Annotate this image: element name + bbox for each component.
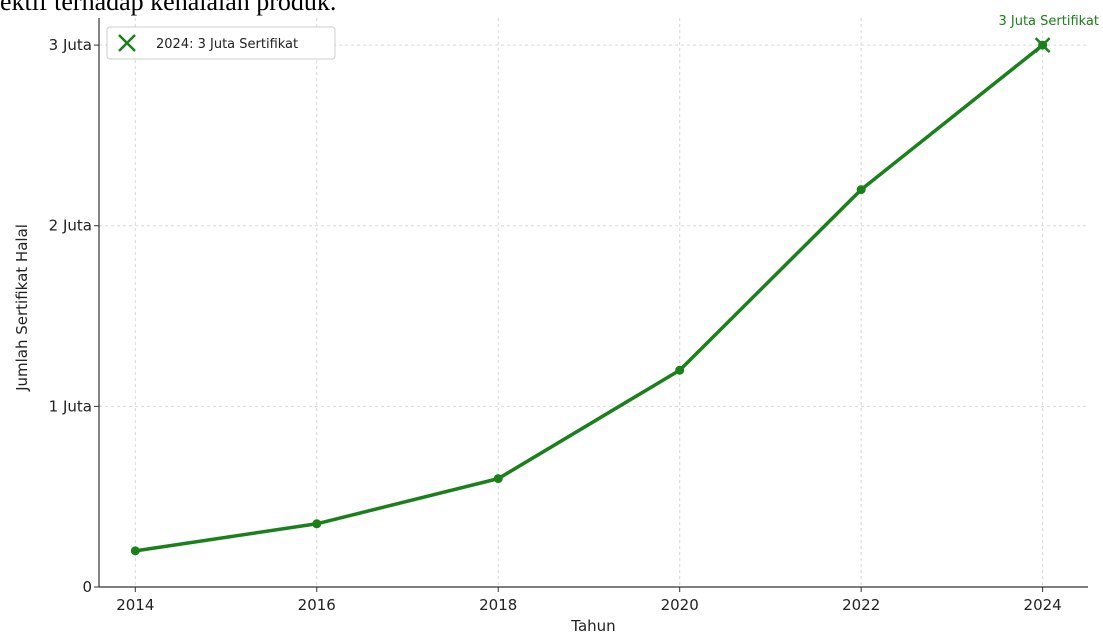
legend-label: 2024: 3 Juta Sertifikat (156, 37, 298, 52)
x-tick-label: 2016 (298, 596, 336, 614)
highlight-annotation: 3 Juta Sertifikat (998, 14, 1099, 29)
x-tick-label: 2020 (661, 596, 699, 614)
body-text-fragment: ektif terhadap kehalalan produk. (0, 0, 337, 16)
x-tick-label: 2014 (116, 596, 154, 614)
y-tick-label: 0 (82, 578, 92, 596)
data-point (856, 185, 866, 195)
data-point (312, 519, 322, 529)
legend: 2024: 3 Juta Sertifikat (106, 26, 336, 60)
x-tick-label: 2024 (1024, 596, 1062, 614)
y-axis-title: Jumlah Sertifikat Halal (13, 224, 31, 392)
grid-lines (99, 18, 1088, 588)
tick-labels: 2014 2016 2018 2020 2022 2024 0 1 Juta 2 Juta 3 J… (49, 36, 1062, 614)
x-tick-label: 2018 (479, 596, 517, 614)
legend-x-marker (118, 34, 136, 52)
legend-box (106, 26, 336, 60)
series-line (133, 43, 1045, 553)
y-tick-label: 2 Juta (49, 217, 92, 235)
data-point (493, 474, 503, 484)
x-axis-title: Tahun (570, 617, 615, 633)
data-point (130, 546, 140, 556)
highlight-x-marker (1034, 37, 1051, 53)
data-series (130, 40, 1048, 556)
y-tick-label: 3 Juta (49, 36, 92, 54)
y-tick-label: 1 Juta (49, 397, 92, 415)
x-tick-label: 2022 (842, 596, 880, 614)
axes (98, 18, 1088, 588)
data-point (675, 365, 685, 375)
highlight-point: 3 Juta Sertifikat (998, 14, 1099, 53)
